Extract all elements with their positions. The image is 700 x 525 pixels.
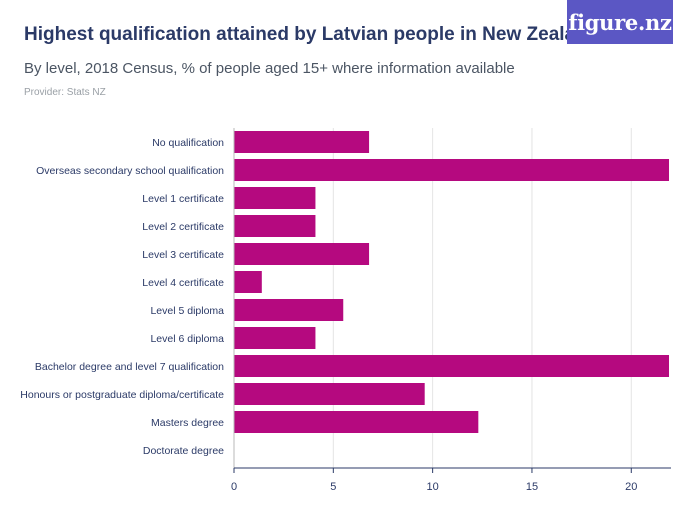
brand-label: figure.nz	[568, 9, 672, 35]
category-label: Level 2 certificate	[142, 221, 224, 233]
category-label: Doctorate degree	[143, 445, 224, 457]
category-label: Level 5 diploma	[150, 305, 224, 317]
category-label: No qualification	[152, 137, 224, 149]
bar-7[interactable]	[234, 327, 316, 349]
category-labels: No qualification Overseas secondary schoo…	[20, 137, 224, 457]
bar-3[interactable]	[234, 215, 316, 237]
bar-6[interactable]	[234, 299, 344, 321]
category-label: Level 4 certificate	[142, 277, 224, 289]
x-tick-label: 5	[330, 481, 336, 493]
chart-title: Highest qualification attained by Latvia…	[24, 24, 599, 45]
bar-0[interactable]	[234, 131, 370, 153]
bar-1[interactable]	[234, 159, 670, 181]
bar-4[interactable]	[234, 243, 370, 265]
bar-2[interactable]	[234, 187, 316, 209]
bar-5[interactable]	[234, 271, 262, 293]
x-axis: 0 5 10 15 20	[231, 128, 671, 493]
bar-10[interactable]	[234, 411, 479, 433]
data-provider: Provider: Stats NZ	[24, 87, 106, 98]
category-label: Level 6 diploma	[150, 333, 224, 345]
bar-8[interactable]	[234, 355, 670, 377]
category-label: Level 3 certificate	[142, 249, 224, 261]
figure-nz-logo[interactable]: figure.nz	[567, 0, 673, 44]
grid-lines	[332, 128, 632, 468]
chart-subtitle: By level, 2018 Census, % of people aged …	[24, 60, 515, 77]
x-tick-label: 10	[427, 481, 439, 493]
x-tick-label: 0	[231, 481, 237, 493]
category-label: Bachelor degree and level 7 qualificatio…	[35, 361, 224, 373]
x-tick-label: 20	[625, 481, 637, 493]
category-label: Honours or postgraduate diploma/certific…	[20, 389, 224, 401]
category-label: Overseas secondary school qualification	[36, 165, 224, 177]
category-label: Level 1 certificate	[142, 193, 224, 205]
bars	[234, 131, 670, 433]
category-label: Masters degree	[151, 417, 224, 429]
bar-9[interactable]	[234, 383, 425, 405]
x-tick-label: 15	[526, 481, 538, 493]
